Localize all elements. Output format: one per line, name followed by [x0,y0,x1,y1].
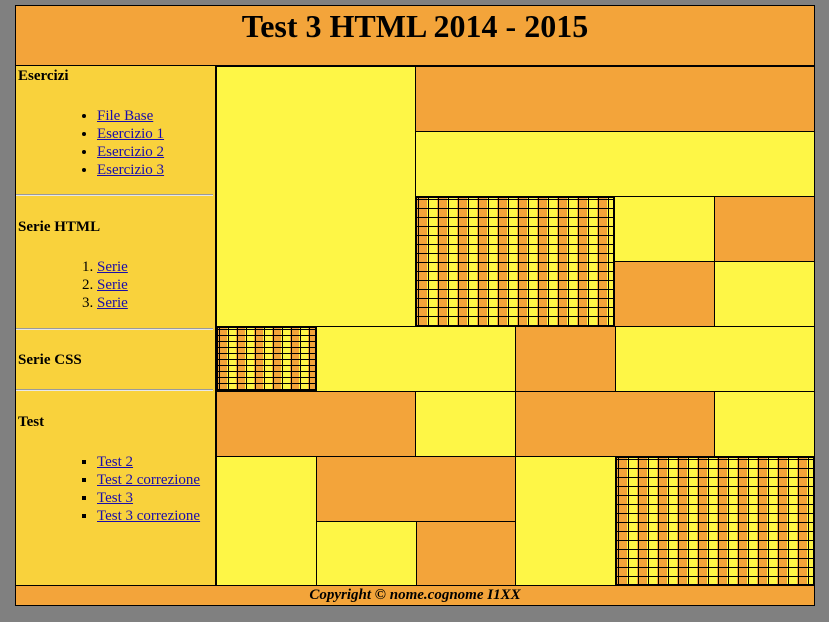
checkerboard-cell [216,326,317,392]
serie-html-list: Serie Serie Serie [16,258,128,312]
copyright-text: Copyright © nome.cognome I1XX [309,587,521,603]
link-file-base[interactable]: File Base [97,108,154,124]
page-title: Test 3 HTML 2014 - 2015 [241,8,589,44]
list-item: Serie [97,294,128,312]
color-grid [216,66,815,586]
grid-cell-orange [415,66,815,132]
grid-cell-orange [416,521,516,586]
grid-cell-orange [216,391,416,457]
list-item: Test 3 correzione [97,507,200,525]
esercizi-list: File Base Esercizio 1 Esercizio 2 Eserci… [16,107,164,179]
separator [16,389,213,391]
link-esercizio-2[interactable]: Esercizio 2 [97,144,165,160]
link-test-3[interactable]: Test 3 [97,490,134,506]
checkerboard-cell [615,456,815,586]
section-heading-serie-css: Serie CSS [18,352,82,368]
grid-cell-yellow [415,391,516,457]
grid-cell-orange [515,391,715,457]
section-test: Test Test 2 Test 2 correzione Test 3 Tes… [16,392,215,582]
separator [16,194,213,196]
link-test-3-correzione[interactable]: Test 3 correzione [97,508,201,524]
section-heading-serie-html: Serie HTML [18,219,101,235]
link-test-2[interactable]: Test 2 [97,454,134,470]
grid-cell-orange [515,326,616,392]
list-item: Esercizio 2 [97,143,164,161]
list-item: Esercizio 3 [97,161,164,179]
section-esercizi: Esercizi File Base Esercizio 1 Esercizio… [16,66,215,194]
grid-cell-orange [614,261,715,327]
grid-cell-yellow [216,456,317,586]
list-item: Test 3 [97,489,200,507]
list-item: Serie [97,258,128,276]
grid-cell-yellow [316,521,417,586]
section-serie-html: Serie HTML Serie Serie Serie [16,197,215,327]
page: Test 3 HTML 2014 - 2015 Esercizi File Ba… [15,5,815,606]
grid-cell-yellow [216,66,416,327]
test-list: Test 2 Test 2 correzione Test 3 Test 3 c… [16,453,200,525]
grid-cell-yellow [415,131,815,197]
list-item: Test 2 [97,453,200,471]
grid-cell-orange [714,196,815,262]
separator [16,328,213,330]
section-heading-test: Test [18,414,45,430]
list-item: Esercizio 1 [97,125,164,143]
link-esercizio-1[interactable]: Esercizio 1 [97,126,165,142]
grid-cell-yellow [316,326,516,392]
list-item: Test 2 correzione [97,471,200,489]
section-heading-esercizi: Esercizi [18,68,69,84]
link-serie-2[interactable]: Serie [97,277,128,293]
link-esercizio-3[interactable]: Esercizio 3 [97,162,165,178]
grid-cell-yellow [615,326,815,392]
grid-cell-yellow [714,261,815,327]
footer: Copyright © nome.cognome I1XX [16,585,814,605]
checkerboard-cell [415,196,615,327]
grid-cell-yellow [714,391,815,457]
header: Test 3 HTML 2014 - 2015 [16,6,814,66]
grid-cell-orange [316,456,516,522]
section-serie-css: Serie CSS [16,331,215,389]
link-serie-1[interactable]: Serie [97,259,128,275]
grid-cell-yellow [515,456,616,586]
list-item: Serie [97,276,128,294]
grid-cell-yellow [614,196,715,262]
link-test-2-correzione[interactable]: Test 2 correzione [97,472,201,488]
link-serie-3[interactable]: Serie [97,295,128,311]
sidebar: Esercizi File Base Esercizio 1 Esercizio… [16,66,216,585]
list-item: File Base [97,107,164,125]
